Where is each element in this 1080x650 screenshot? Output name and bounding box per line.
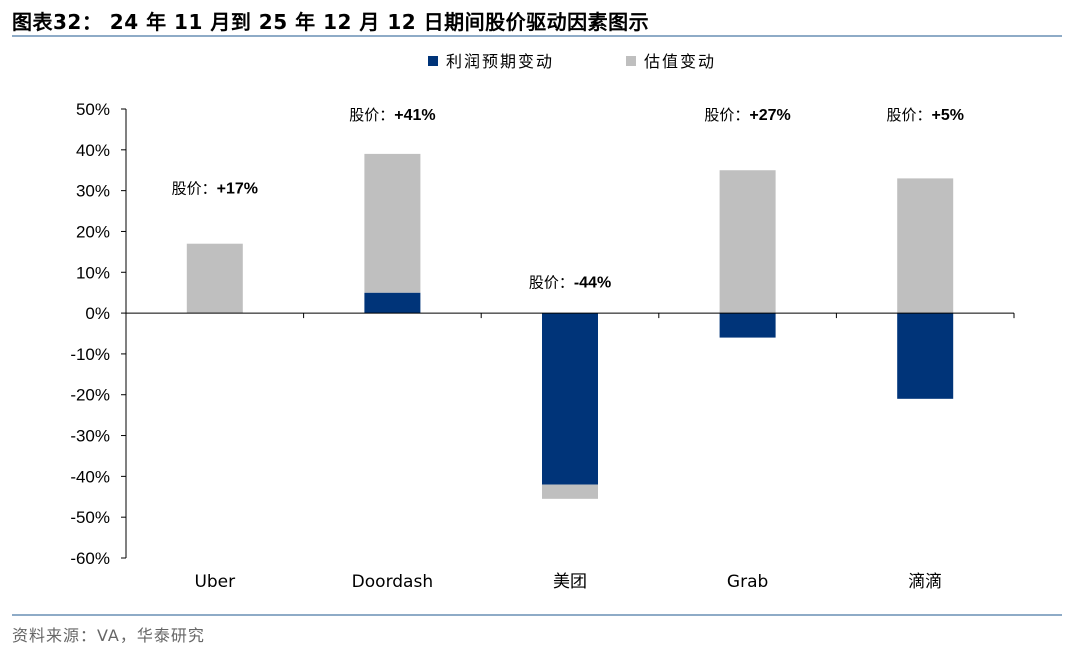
price-annotation-prefix: 股价： <box>529 273 574 291</box>
legend: 利润预期变动 估值变动 <box>428 52 716 71</box>
bar-valuation-3 <box>719 170 776 314</box>
y-tick-label: -30% <box>70 427 110 446</box>
y-tick-label: 50% <box>76 100 110 119</box>
y-tick-label: -50% <box>70 508 110 527</box>
legend-label-valuation: 估值变动 <box>644 52 716 71</box>
price-annotation: 股价：+17% <box>172 180 258 198</box>
price-annotation-prefix: 股价： <box>886 106 931 124</box>
y-tick-label: -10% <box>70 345 110 364</box>
x-category-label: Uber <box>194 572 235 592</box>
header-rule <box>12 35 1062 37</box>
y-tick-label: -20% <box>70 386 110 405</box>
y-tick-label: 40% <box>76 141 110 160</box>
bar-earnings-2 <box>542 313 598 485</box>
price-annotation: 股价：+27% <box>704 106 790 124</box>
footer-rule <box>12 614 1062 616</box>
y-tick-label: -40% <box>70 467 110 486</box>
price-annotation-value: +41% <box>394 107 435 124</box>
bar-valuation-2 <box>542 484 598 499</box>
y-tick-label: 10% <box>76 263 110 282</box>
x-category-label: 滴滴 <box>908 572 942 592</box>
chart-title: 图表32： 24 年 11 月到 25 年 12 月 12 日期间股价驱动因素图… <box>12 10 650 34</box>
y-tick-label: -60% <box>70 549 110 568</box>
price-annotation: 股价：+5% <box>886 106 963 124</box>
x-category-labels: Uber Doordash 美团 Grab 滴滴 <box>194 572 942 592</box>
price-annotations: 股价：+17%股价：+41%股价：-44%股价：+27% 股价：+5% <box>172 106 964 291</box>
x-category-label: Doordash <box>352 572 433 592</box>
axes <box>121 108 1015 559</box>
x-category-label: 美团 <box>553 572 587 592</box>
price-annotation-prefix: 股价： <box>349 106 394 124</box>
y-tick-label: 30% <box>76 182 110 201</box>
price-annotation-value: -44% <box>574 274 611 291</box>
y-tick-labels: 50% 40% 30% 20% 10% 0% -10% -20% -30% -40% -50% -60… <box>70 100 110 568</box>
price-annotation-value: +5% <box>931 107 963 124</box>
source-note: 资料来源：VA，华泰研究 <box>12 626 205 645</box>
x-category-label: Grab <box>727 572 768 592</box>
legend-swatch-earnings <box>428 56 438 66</box>
bar-earnings-3 <box>719 313 776 338</box>
bar-valuation-0 <box>186 243 243 314</box>
bar-earnings-4 <box>897 313 954 399</box>
price-annotation-value: +17% <box>217 181 258 198</box>
legend-label-earnings: 利润预期变动 <box>446 52 554 71</box>
price-annotation-value: +27% <box>749 107 790 124</box>
bars <box>186 153 954 499</box>
price-annotation-prefix: 股价： <box>704 106 749 124</box>
y-tick-label: 0% <box>85 304 110 323</box>
bar-valuation-4 <box>897 178 954 314</box>
bar-earnings-1 <box>364 292 421 314</box>
price-annotation-prefix: 股价： <box>172 180 217 198</box>
price-annotation: 股价：-44% <box>529 273 611 291</box>
legend-swatch-valuation <box>626 56 636 66</box>
y-tick-label: 20% <box>76 222 110 241</box>
price-annotation: 股价：+41% <box>349 106 435 124</box>
bar-valuation-1 <box>364 153 421 293</box>
